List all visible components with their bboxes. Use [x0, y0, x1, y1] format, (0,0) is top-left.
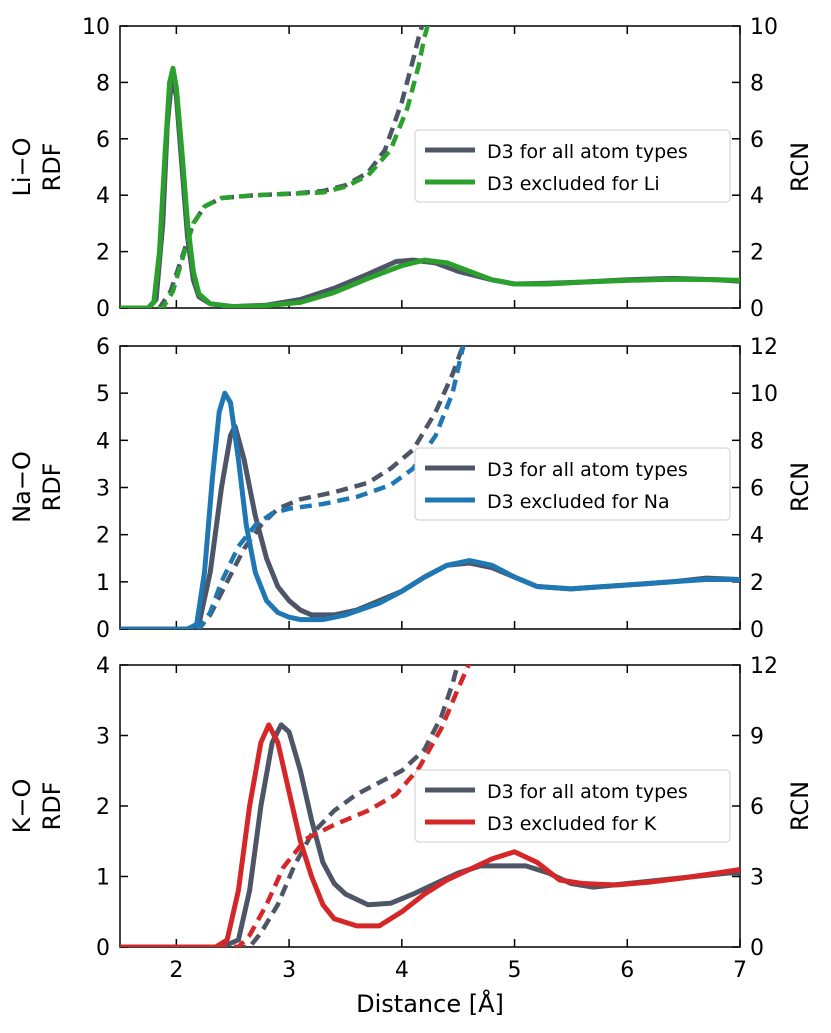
legend-label: D3 excluded for Li — [487, 173, 660, 195]
y-tick-label: 0 — [96, 297, 110, 322]
x-tick-label: 5 — [508, 958, 522, 983]
rdf-curve-blue — [120, 390, 740, 629]
y2-tick-label: 0 — [750, 618, 764, 643]
y-tick-label: 4 — [96, 429, 110, 454]
rcn-curve-blue — [120, 346, 466, 629]
y2-tick-label: 10 — [750, 382, 778, 407]
legend-frame — [414, 447, 731, 521]
rcn-curve-red — [120, 665, 471, 947]
x-axis-label: Distance [Å] — [356, 989, 504, 1018]
y-tick-label: 1 — [96, 571, 110, 596]
x-tick-label: 3 — [282, 958, 296, 983]
panel-li-ylabel-bottom: RDF — [38, 143, 66, 192]
y-tick-label: 6 — [96, 335, 110, 360]
legend-label: D3 for all atom types — [487, 141, 688, 163]
y2-tick-label: 0 — [750, 936, 764, 961]
y2-tick-label: 6 — [750, 477, 764, 502]
panel-k-ylabel-right: RCN — [786, 781, 814, 831]
x-tick-label: 2 — [169, 958, 183, 983]
y2-tick-label: 6 — [750, 795, 764, 820]
y-tick-label: 3 — [96, 725, 110, 750]
y-tick-label: 2 — [96, 241, 110, 266]
x-tick-label: 7 — [733, 958, 747, 983]
y2-tick-label: 8 — [750, 429, 764, 454]
y2-tick-label: 9 — [750, 725, 764, 750]
x-tick-label: 6 — [620, 958, 634, 983]
y-tick-label: 2 — [96, 524, 110, 549]
y-tick-label: 8 — [96, 71, 110, 96]
x-tick-label: 4 — [395, 958, 409, 983]
y-tick-label: 5 — [96, 382, 110, 407]
panel-na-ylabel-bottom: RDF — [38, 463, 66, 512]
panel-li-ylabel-top: Li−O — [8, 137, 36, 196]
panel-li-curves — [120, 26, 740, 308]
y-tick-label: 10 — [82, 15, 110, 40]
panel-na-ylabel-top: Na−O — [8, 451, 36, 523]
panel-li-ticks: 0 2 4 6 8 10 0 2 4 6 8 10 — [82, 15, 778, 322]
y2-tick-label: 2 — [750, 241, 764, 266]
x-axis-ticks: 2 3 4 5 6 7 — [169, 958, 747, 983]
panel-li: Li−O RDF RCN 0 2 4 6 8 10 0 2 4 6 8 10 D3 for all a… — [8, 15, 814, 322]
panel-li-frame — [119, 25, 741, 309]
y-tick-label: 4 — [96, 184, 110, 209]
rdf-curve-green — [120, 65, 740, 308]
y2-tick-label: 12 — [750, 335, 778, 360]
panel-li-legend: D3 for all atom types D3 excluded for Li — [414, 129, 731, 203]
y2-tick-label: 3 — [750, 866, 764, 891]
legend-frame — [414, 769, 731, 843]
y-tick-label: 3 — [96, 477, 110, 502]
y-tick-label: 4 — [96, 654, 110, 679]
y-tick-label: 0 — [96, 618, 110, 643]
panel-k-legend: D3 for all atom types D3 excluded for K — [414, 769, 731, 843]
y-tick-label: 2 — [96, 795, 110, 820]
panel-k-curves — [120, 665, 740, 947]
y2-tick-label: 2 — [750, 571, 764, 596]
y2-tick-label: 0 — [750, 297, 764, 322]
legend-label: D3 excluded for K — [487, 813, 657, 835]
y2-tick-label: 4 — [750, 184, 764, 209]
panel-k-ylabel-top: K−O — [8, 779, 36, 834]
legend-frame — [414, 129, 731, 203]
rcn-curve-green — [120, 26, 430, 308]
legend-label: D3 for all atom types — [487, 459, 688, 481]
legend-label: D3 for all atom types — [487, 781, 688, 803]
y2-tick-label: 10 — [750, 15, 778, 40]
rdf-curve-red — [120, 722, 740, 947]
panel-na-legend: D3 for all atom types D3 excluded for Na — [414, 447, 731, 521]
y2-tick-label: 4 — [750, 524, 764, 549]
panel-na-ylabel-right: RCN — [786, 462, 814, 512]
panel-k-ylabel-bottom: RDF — [38, 782, 66, 831]
y-tick-label: 6 — [96, 128, 110, 153]
panel-na-curves — [120, 346, 740, 629]
y2-tick-label: 12 — [750, 654, 778, 679]
rcn-curve-grey — [120, 346, 466, 629]
panel-li-ylabel-right: RCN — [786, 142, 814, 192]
y2-tick-label: 6 — [750, 128, 764, 153]
y-tick-label: 0 — [96, 936, 110, 961]
rcn-curve-grey — [120, 665, 460, 947]
y2-tick-label: 8 — [750, 71, 764, 96]
y-tick-label: 1 — [96, 866, 110, 891]
legend-label: D3 excluded for Na — [487, 491, 670, 513]
